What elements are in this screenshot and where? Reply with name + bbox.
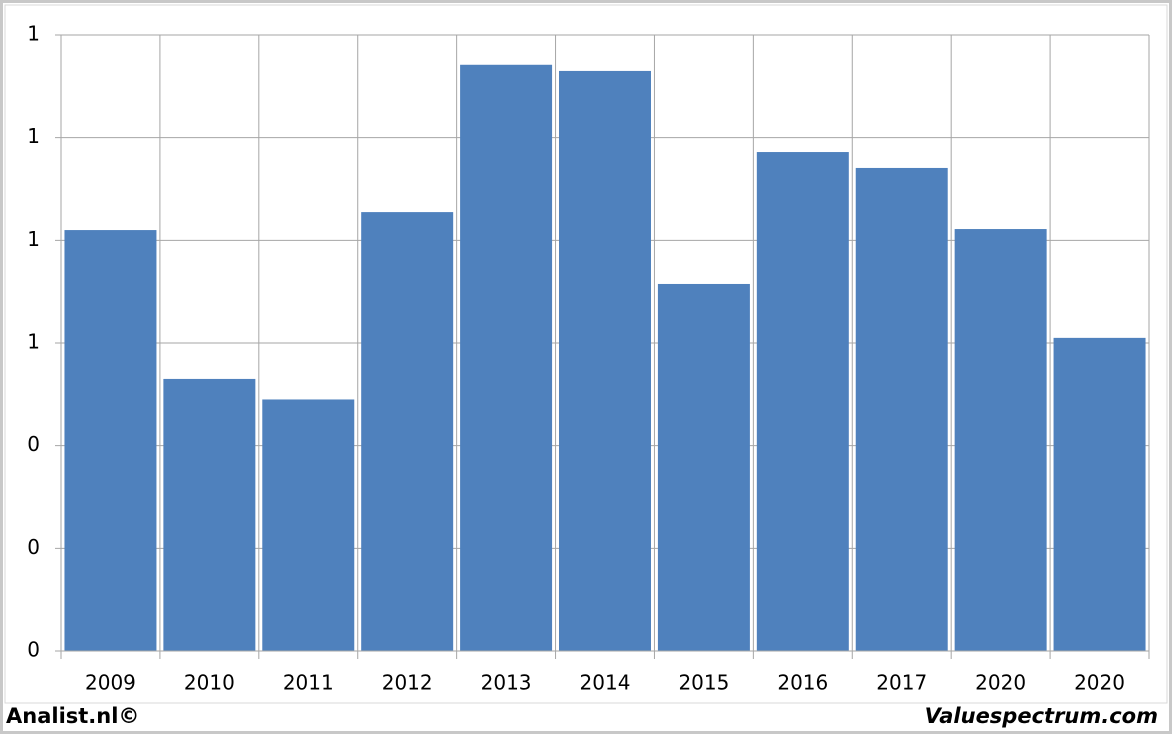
y-tick-label: 0	[27, 535, 40, 559]
x-tick-label: 2015	[678, 671, 729, 695]
y-tick-label: 0	[27, 432, 40, 456]
bar	[657, 283, 750, 651]
y-tick-label: 0	[27, 638, 40, 662]
bar	[559, 70, 651, 651]
x-tick-label: 2012	[382, 671, 433, 695]
bar	[64, 230, 157, 652]
bar	[361, 212, 454, 651]
x-tick-label: 2017	[876, 671, 927, 695]
footer-left: Analist.nl©	[6, 704, 139, 728]
bar	[460, 64, 553, 652]
bar	[954, 229, 1047, 652]
bar	[262, 399, 355, 651]
y-tick-label: 1	[27, 227, 40, 251]
y-tick-label: 1	[27, 22, 40, 46]
footer-right: Valuespectrum.com	[925, 704, 1158, 728]
bar	[855, 167, 948, 651]
y-tick-label: 1	[27, 330, 40, 354]
y-tick-label: 1	[27, 124, 40, 148]
x-tick-label: 2009	[85, 671, 136, 695]
bar	[756, 152, 849, 652]
x-tick-label: 2020	[1074, 671, 1125, 695]
x-tick-label: 2013	[481, 671, 532, 695]
x-tick-label: 2011	[283, 671, 334, 695]
bar	[163, 378, 256, 651]
bar	[1053, 337, 1146, 651]
x-tick-label: 2020	[975, 671, 1026, 695]
x-tick-label: 2014	[580, 671, 631, 695]
x-tick-label: 2010	[184, 671, 235, 695]
x-tick-label: 2016	[777, 671, 828, 695]
